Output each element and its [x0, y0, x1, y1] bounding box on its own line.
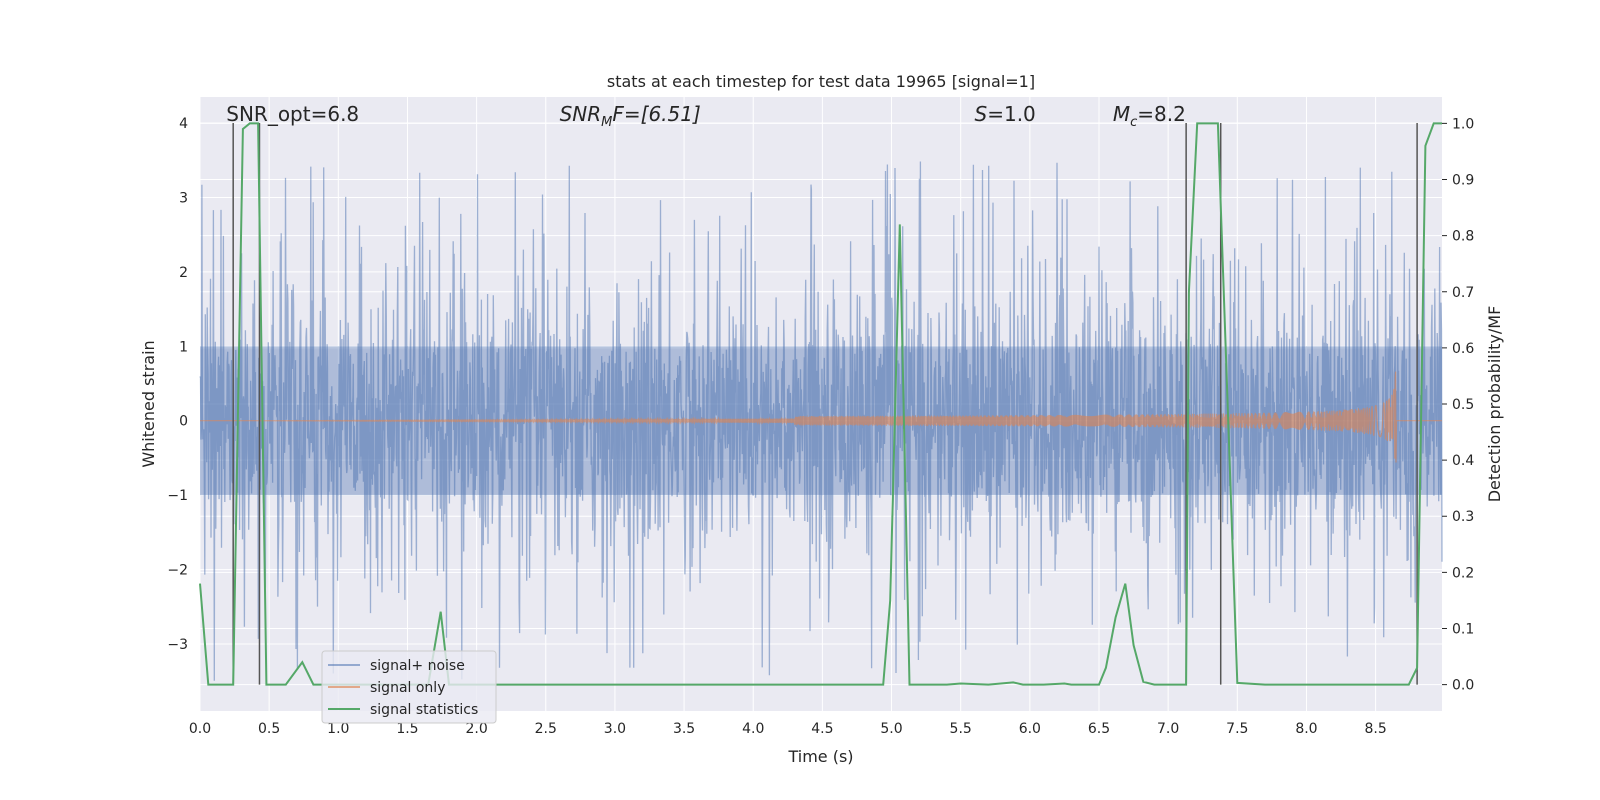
x-axis-label: Time (s): [787, 747, 853, 766]
x-tick-label: 3.5: [673, 721, 695, 737]
y-right-tick-label: 0.3: [1452, 509, 1474, 525]
y-tick-label: 1: [179, 339, 188, 355]
annotation-snr-opt: SNR_opt=6.8: [226, 102, 359, 126]
x-tick-label: 8.0: [1295, 721, 1317, 737]
y-right-tick-label: 0.5: [1452, 397, 1474, 413]
legend-label-signal-only: signal only: [370, 680, 445, 696]
y-right-axis-label: Detection probability/MF: [1485, 306, 1504, 503]
signal-only-series: [200, 371, 1442, 463]
annotation-mc-symbol: M: [1113, 102, 1130, 126]
x-tick-label: 7.5: [1226, 721, 1248, 737]
annotation-mc: Mc=8.2: [1113, 102, 1186, 130]
annotation-snr-mf-value: F=[6.51]: [612, 102, 700, 126]
x-tick-label: 3.0: [604, 721, 626, 737]
signal-noise-line: [199, 161, 1443, 681]
annotation-snr-mf-subscript: M: [601, 115, 612, 130]
annotation-mc-subscript: c: [1130, 115, 1137, 130]
legend-label-signal-noise: signal+ noise: [370, 658, 465, 674]
y-right-tick-label: 0.9: [1452, 173, 1474, 189]
annotation-snr-mf: SNRMF=[6.51]: [560, 102, 701, 130]
annotation-s-symbol: S: [975, 102, 988, 126]
x-tick-label: 2.5: [535, 721, 557, 737]
y-tick-label: −3: [167, 637, 188, 653]
x-tick-label: 6.5: [1088, 721, 1110, 737]
y-right-tick-label: 0.7: [1452, 285, 1474, 301]
x-tick-label: 7.0: [1157, 721, 1179, 737]
y-tick-label: −2: [167, 563, 188, 579]
legend-box: [321, 650, 497, 724]
y-tick-label: 2: [179, 265, 188, 281]
x-tick-label: 0.5: [258, 721, 280, 737]
x-tick-label: 2.0: [465, 721, 487, 737]
y-tick-label: 4: [179, 116, 188, 132]
signal-only-line: [200, 371, 1442, 463]
annotation-snr-mf-symbol: SNR: [560, 102, 602, 126]
y-tick-label: 3: [179, 190, 188, 206]
signal-statistics-series: [199, 122, 1442, 686]
legend: signal+ noise signal only signal statist…: [321, 650, 497, 724]
signal-statistics-line: [199, 122, 1442, 686]
x-tick-label: 0.0: [189, 721, 211, 737]
x-tick-label: 5.0: [880, 721, 902, 737]
y-right-tick-label: 0.2: [1452, 565, 1474, 581]
y-right-tick-label: 0.6: [1452, 341, 1474, 357]
y-right-tick-label: 0.8: [1452, 229, 1474, 245]
y-right-tick-label: 0.1: [1452, 621, 1474, 637]
y-right-tick-label: 0.4: [1452, 453, 1474, 469]
legend-label-signal-statistics: signal statistics: [370, 702, 478, 718]
y-tick-label: −1: [167, 488, 188, 504]
y-right-axis-ticks: 1.0 0.9 0.8 0.7 0.6 0.5 0.4 0.3 0.2 0.1 0.0: [1442, 116, 1474, 694]
y-axis-label: Whitened strain: [139, 340, 158, 467]
y-right-tick-label: 1.0: [1452, 116, 1474, 132]
annotation-mc-value: =8.2: [1137, 102, 1186, 126]
y-tick-label: 0: [179, 414, 188, 430]
chart-title: stats at each timestep for test data 199…: [607, 72, 1035, 91]
x-tick-label: 4.5: [811, 721, 833, 737]
x-tick-label: 8.5: [1364, 721, 1386, 737]
y-right-tick-label: 0.0: [1452, 678, 1474, 694]
x-tick-label: 1.5: [396, 721, 418, 737]
x-tick-label: 4.0: [742, 721, 764, 737]
x-tick-label: 1.0: [327, 721, 349, 737]
annotation-s-value: =1.0: [987, 102, 1036, 126]
y-axis-ticks: 4 3 2 1 0 −1 −2 −3: [167, 116, 188, 653]
annotation-s: S=1.0: [975, 102, 1036, 126]
x-tick-label: 6.0: [1019, 721, 1041, 737]
x-axis-ticks: 0.0 0.5 1.0 1.5 2.0 2.5 3.0 3.5 4.0 4.5 5.0 5.5 6.0 6…: [189, 721, 1387, 737]
x-tick-label: 5.5: [950, 721, 972, 737]
